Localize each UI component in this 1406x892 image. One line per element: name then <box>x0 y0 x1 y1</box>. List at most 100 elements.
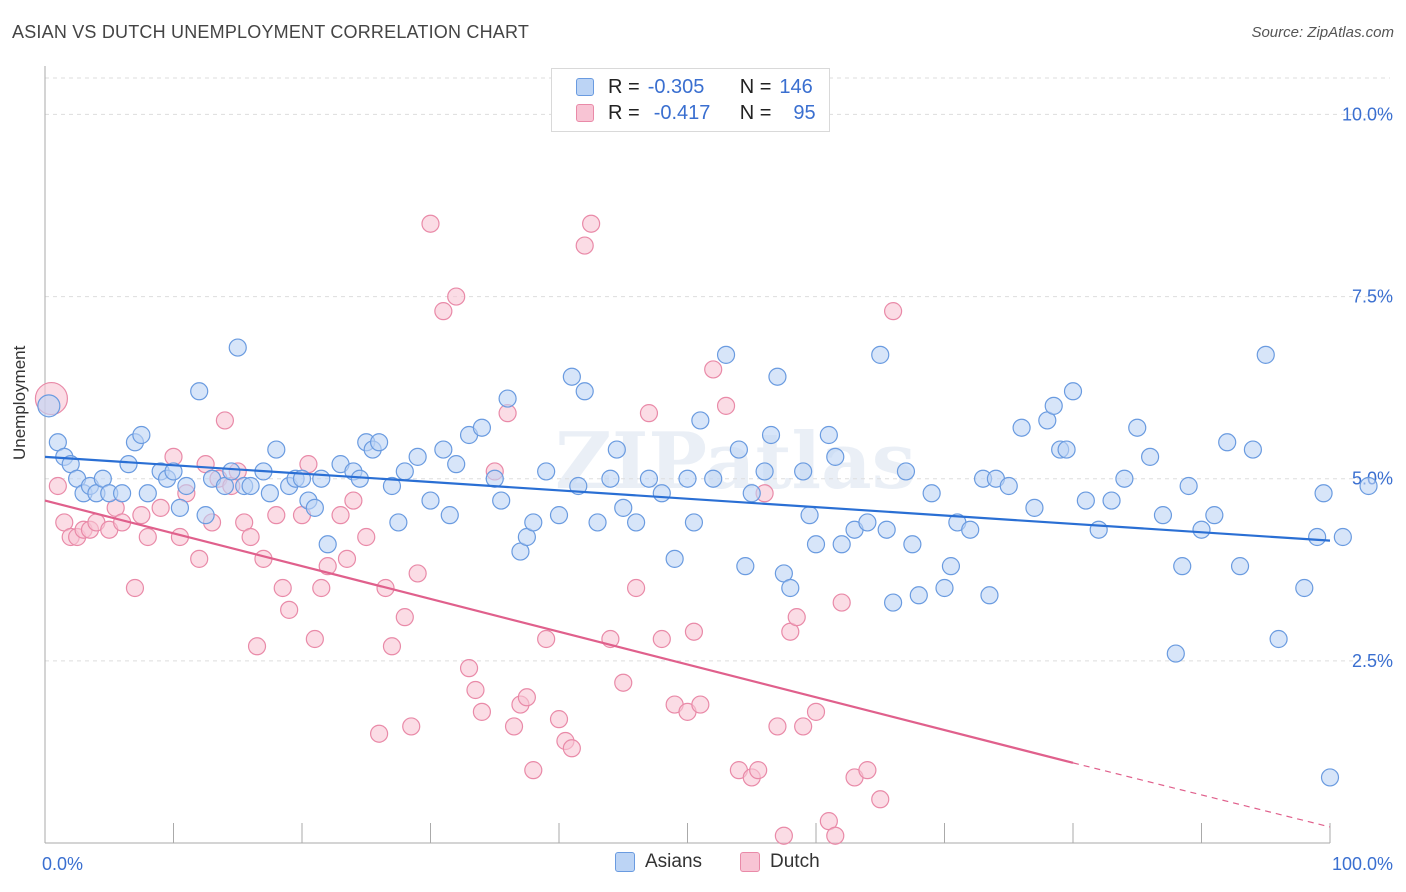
dutch-point-66 <box>614 673 633 692</box>
asian-point-115 <box>1063 382 1083 401</box>
asian-point-91 <box>832 535 851 554</box>
asian-point-13 <box>132 425 151 445</box>
asian-point-47 <box>408 447 427 466</box>
asian-point-122 <box>1153 506 1173 525</box>
asian-point-25 <box>228 338 247 357</box>
asian-point-37 <box>318 535 337 554</box>
dutch-point-87 <box>826 826 845 845</box>
x-tick-label-1: 100.0% <box>1332 854 1393 874</box>
asian-point-90 <box>826 447 845 466</box>
asian-point-76 <box>704 469 723 488</box>
asian-point-135 <box>1314 484 1333 503</box>
asian-point-20 <box>190 382 209 401</box>
asian-point-44 <box>382 476 402 496</box>
asian-point-60 <box>537 462 556 481</box>
asian-point-66 <box>601 469 620 488</box>
bottom-legend-dutch: Dutch <box>740 851 820 873</box>
asian-point-83 <box>768 367 787 386</box>
asian-point-64 <box>575 382 594 401</box>
dutch-point-51 <box>466 680 485 700</box>
bottom-legend-asians: Asians <box>615 851 702 873</box>
asian-point-94 <box>871 345 890 364</box>
asian-point-0 <box>37 394 61 418</box>
dutch-point-57 <box>517 688 536 707</box>
x-tick-label-0: 0.0% <box>42 854 83 874</box>
asian-point-81 <box>755 462 774 481</box>
dutch-point-41 <box>370 724 389 743</box>
dutch-point-69 <box>652 629 671 649</box>
asian-point-97 <box>896 462 916 481</box>
asian-point-56 <box>498 389 517 408</box>
asian-point-124 <box>1173 557 1192 576</box>
asian-point-35 <box>305 498 324 517</box>
asian-point-77 <box>716 345 736 364</box>
asians-r-value: -0.305 <box>647 75 705 98</box>
asian-point-24 <box>222 462 241 481</box>
dutch-point-45 <box>402 717 421 736</box>
asian-point-72 <box>665 549 684 568</box>
dutch-point-43 <box>382 637 402 656</box>
dutch-point-63 <box>575 236 594 255</box>
asian-point-45 <box>389 513 408 532</box>
asian-point-17 <box>164 462 183 481</box>
dutch-point-68 <box>639 404 659 423</box>
source-label: Source: ZipAtlas.com <box>1251 24 1394 41</box>
asian-point-69 <box>626 513 646 532</box>
bottom-dutch-label: Dutch <box>770 851 820 872</box>
asian-point-99 <box>909 586 928 605</box>
dutch-point-78 <box>749 761 768 780</box>
bottom-asians-label: Asians <box>645 851 703 872</box>
dutch-point-81 <box>774 826 793 845</box>
asian-point-88 <box>806 535 826 554</box>
asian-point-59 <box>524 513 543 532</box>
asian-point-53 <box>472 418 491 437</box>
asian-point-100 <box>922 484 941 503</box>
dutch-point-60 <box>549 710 569 729</box>
asian-point-74 <box>684 513 704 532</box>
asian-point-132 <box>1269 629 1288 649</box>
asian-point-62 <box>562 367 581 386</box>
asian-point-51 <box>447 455 466 474</box>
asian-point-49 <box>434 440 453 459</box>
dutch-point-44 <box>395 608 414 627</box>
asian-point-112 <box>1044 396 1063 415</box>
dutch-point-40 <box>357 527 376 547</box>
asian-point-18 <box>170 498 190 517</box>
asian-point-43 <box>370 433 389 452</box>
asian-point-82 <box>761 425 781 445</box>
asian-point-121 <box>1140 447 1160 466</box>
asian-point-134 <box>1308 527 1327 547</box>
asian-point-21 <box>196 506 215 525</box>
legend-row-asians: R = -0.305 N = 146 <box>576 75 813 99</box>
dutch-point-91 <box>871 790 890 809</box>
y-tick-label-2: 7.5% <box>1352 287 1393 307</box>
dutch-n-label: N = <box>739 101 772 124</box>
bottom-dutch-swatch <box>740 852 760 872</box>
chart-title: ASIAN VS DUTCH UNEMPLOYMENT CORRELATION … <box>12 22 530 42</box>
dutch-point-37 <box>331 506 350 525</box>
asians-r-label: R = <box>608 75 640 98</box>
asian-point-96 <box>883 593 903 612</box>
asians-swatch <box>576 78 594 96</box>
dutch-point-64 <box>582 214 601 233</box>
asian-point-61 <box>549 506 569 525</box>
asian-point-117 <box>1089 520 1108 539</box>
asian-point-36 <box>312 469 331 488</box>
dutch-point-52 <box>472 702 491 721</box>
asian-point-116 <box>1076 491 1095 510</box>
dutch-r-value: -0.417 <box>653 101 711 124</box>
asian-point-120 <box>1128 418 1147 437</box>
asian-point-29 <box>260 484 279 503</box>
asian-point-137 <box>1333 527 1352 547</box>
dutch-point-22 <box>215 411 234 430</box>
dutch-point-1 <box>48 476 67 496</box>
asian-point-87 <box>800 506 819 525</box>
dutch-n-value: 95 <box>793 101 816 124</box>
asian-point-79 <box>736 557 755 576</box>
asian-point-119 <box>1115 469 1134 488</box>
asian-point-73 <box>678 469 697 488</box>
asian-point-67 <box>607 440 626 459</box>
dutch-point-88 <box>832 593 851 612</box>
asian-point-118 <box>1102 491 1121 510</box>
